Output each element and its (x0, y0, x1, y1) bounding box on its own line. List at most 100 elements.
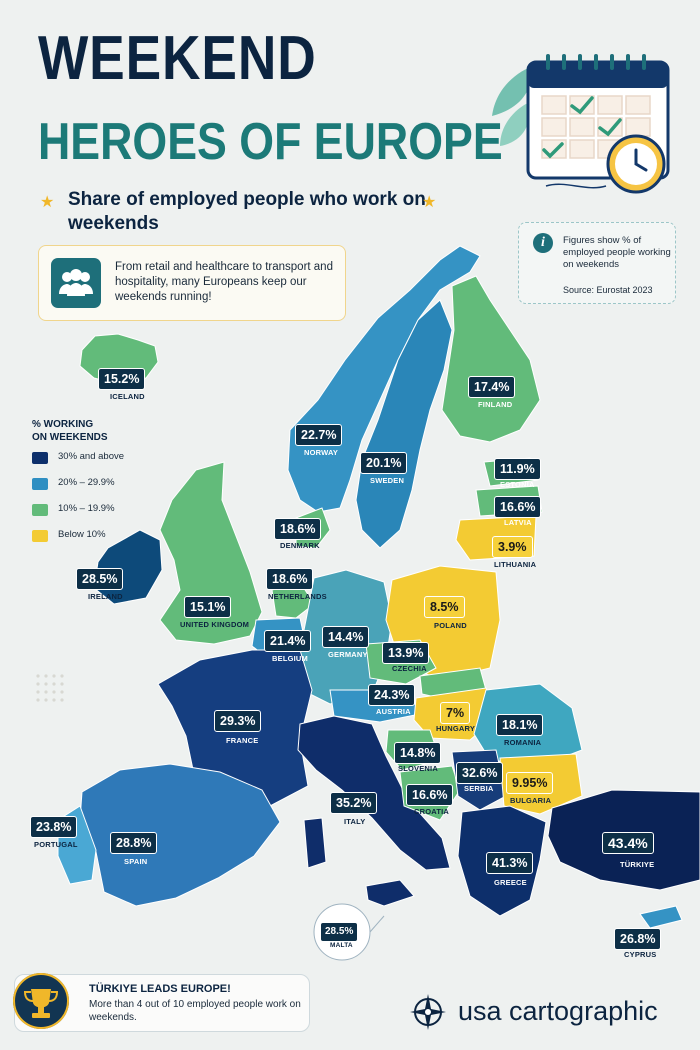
uk-value: 15.1% (184, 596, 232, 618)
star-icon: ★ (40, 194, 55, 211)
norway-name: NORWAY (304, 448, 339, 457)
portugal-value: 23.8% (30, 816, 78, 838)
decorative-dots (36, 674, 64, 702)
netherlands-value: 18.6% (266, 568, 314, 590)
iceland-name: ICELAND (110, 392, 145, 401)
netherlands-name: NETHERLANDS (268, 592, 327, 601)
uk-name: UNITED KINGDOM (180, 620, 250, 629)
bulgaria-value: 9.95% (506, 772, 554, 794)
greece-name: GREECE (494, 878, 527, 887)
denmark-value: 18.6% (274, 518, 322, 540)
germany-value: 14.4% (322, 626, 370, 648)
info-text: Figures show % of employed people workin… (563, 235, 671, 270)
belgium-name: BELGIUM (272, 654, 308, 663)
legend-label: 20% – 29.9% (58, 477, 115, 488)
malta-value: 28.5% (320, 922, 359, 942)
greece-value: 41.3% (486, 852, 534, 874)
star-icon: ★ (422, 194, 437, 211)
italy-value: 35.2% (330, 792, 378, 814)
estonia-value: 11.9% (494, 458, 541, 480)
belgium-value: 21.4% (264, 630, 312, 652)
sweden-value: 20.1% (360, 452, 408, 474)
austria-name: AUSTRIA (376, 707, 411, 716)
finland-shape (441, 275, 541, 443)
finland-name: FINLAND (478, 400, 513, 409)
legend: % WORKING ON WEEKENDS 30% and above 20% … (32, 418, 162, 548)
compass-logo-icon (410, 994, 446, 1030)
legend-label: 10% – 19.9% (58, 503, 115, 514)
germany-name: GERMANY (328, 650, 368, 659)
cyprus-shape (639, 905, 683, 929)
sicily-shape (365, 879, 415, 907)
hungary-name: HUNGARY (436, 724, 476, 733)
romania-name: ROMANIA (504, 738, 542, 747)
bulgaria-name: BULGARIA (510, 796, 552, 805)
spain-value: 28.8% (110, 832, 158, 854)
legend-swatch (32, 452, 48, 464)
title-line-1: WEEKEND (38, 24, 317, 93)
calendar-illustration (492, 54, 670, 194)
info-box: i Figures show % of employed people work… (518, 222, 676, 304)
legend-item: 20% – 29.9% (32, 475, 162, 496)
subtitle: Share of employed people who work on wee… (68, 189, 426, 234)
poland-name: POLAND (434, 621, 467, 630)
estonia-name: ESTONIA (500, 480, 535, 489)
slovenia-value: 14.8% (394, 742, 442, 764)
norway-value: 22.7% (295, 424, 343, 446)
czechia-value: 13.9% (382, 642, 430, 664)
legend-label: Below 10% (58, 529, 106, 540)
legend-label: 30% and above (58, 451, 125, 462)
legend-title-line-1: % WORKING (32, 419, 94, 430)
title-line-2: HEROES OF EUROPE (38, 113, 503, 171)
france-name: FRANCE (226, 736, 259, 745)
finland-value: 17.4% (468, 376, 516, 398)
brand-name: usa cartographic (458, 996, 658, 1026)
intro-box: From retail and healthcare to transport … (38, 245, 346, 321)
serbia-name: SERBIA (464, 784, 494, 793)
serbia-value: 32.6% (456, 762, 504, 784)
legend-swatch (32, 504, 48, 516)
romania-value: 18.1% (496, 714, 544, 736)
source-text: Source: Eurostat 2023 (563, 285, 653, 295)
poland-value: 8.5% (424, 596, 465, 618)
turkiye-value: 43.4% (602, 832, 654, 854)
legend-item: 30% and above (32, 449, 162, 470)
lead-box: TÜRKIYE LEADS EUROPE! More than 4 out of… (13, 973, 310, 1032)
spain-shape (79, 763, 281, 907)
cyprus-value: 26.8% (614, 928, 662, 950)
spain-name: SPAIN (124, 857, 148, 866)
austria-value: 24.3% (368, 684, 416, 706)
italy-name: ITALY (344, 817, 366, 826)
lead-title: TÜRKIYE LEADS EUROPE! (89, 983, 231, 995)
legend-swatch (32, 530, 48, 542)
sweden-shape (355, 299, 453, 549)
sardinia-shape (303, 817, 327, 869)
croatia-value: 16.6% (406, 784, 454, 806)
ireland-value: 28.5% (76, 568, 124, 590)
trophy-icon (13, 973, 69, 1029)
subtitle-block: ★ Share of employed people who work on w… (40, 188, 460, 236)
legend-swatch (32, 478, 48, 490)
latvia-name: LATVIA (504, 518, 532, 527)
legend-title-line-2: ON WEEKENDS (32, 432, 108, 443)
info-icon: i (533, 233, 553, 253)
latvia-value: 16.6% (494, 496, 542, 518)
turkiye-name: TÜRKIYE (620, 860, 655, 869)
czechia-name: CZECHIA (392, 664, 427, 673)
ireland-name: IRELAND (88, 592, 123, 601)
people-icon (51, 258, 101, 308)
malta-name: MALTA (330, 942, 353, 949)
legend-item: Below 10% (32, 527, 162, 548)
france-value: 29.3% (214, 710, 262, 732)
slovenia-name: SLOVENIA (398, 764, 438, 773)
lithuania-name: LITHUANIA (494, 560, 537, 569)
intro-text: From retail and healthcare to transport … (115, 261, 333, 303)
legend-item: 10% – 19.9% (32, 501, 162, 522)
cyprus-name: CYPRUS (624, 950, 657, 959)
lead-text: More than 4 out of 10 employed people wo… (89, 999, 301, 1023)
iceland-value: 15.2% (98, 368, 146, 390)
denmark-name: DENMARK (280, 541, 320, 550)
portugal-name: PORTUGAL (34, 840, 78, 849)
croatia-name: CROATIA (414, 807, 450, 816)
hungary-value: 7% (440, 702, 471, 724)
